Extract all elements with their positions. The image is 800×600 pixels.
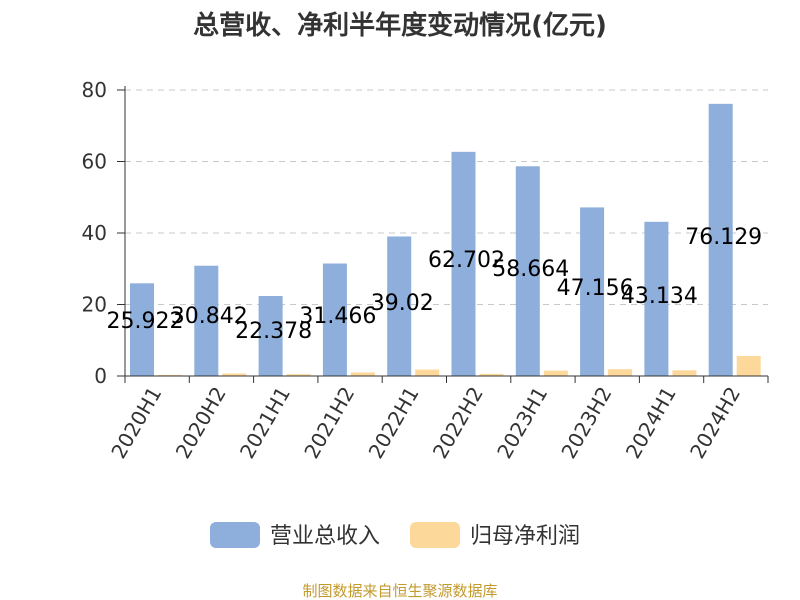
profit-bar-2022H1 bbox=[415, 369, 440, 376]
data-label-2022H1: 39.02 bbox=[371, 291, 434, 316]
data-label-2020H1: 25.922 bbox=[107, 309, 184, 334]
y-axis: 0 20 40 60 80 bbox=[82, 78, 126, 388]
y-tick-label: 0 bbox=[94, 364, 107, 388]
data-label-2023H2: 47.156 bbox=[557, 276, 634, 301]
legend-label-0: 营业总收入 bbox=[270, 524, 380, 549]
profit-bar-2023H1 bbox=[543, 370, 568, 376]
x-tick-label: 2023H1 bbox=[492, 383, 552, 463]
x-tick-label: 2024H2 bbox=[685, 383, 745, 463]
legend: 营业总收入 归母净利润 bbox=[210, 522, 580, 549]
x-axis: 2020H1 2020H2 2021H1 2021H2 2022H1 2022H2 2023… bbox=[106, 375, 769, 463]
revenue-bar-2023H1 bbox=[515, 166, 540, 376]
data-label-2023H1: 58.664 bbox=[492, 257, 569, 282]
x-tick-label: 2020H2 bbox=[171, 383, 231, 463]
revenue-bar-2024H2 bbox=[708, 103, 733, 377]
y-tick-label: 80 bbox=[82, 78, 107, 102]
data-label-2024H1: 43.134 bbox=[621, 284, 698, 309]
revenue-bar-2022H1 bbox=[387, 236, 412, 376]
data-label-2021H1: 22.378 bbox=[235, 319, 312, 344]
y-tick-label: 60 bbox=[82, 150, 107, 174]
revenue-bar-2023H2 bbox=[580, 207, 605, 376]
x-tick-label: 2021H2 bbox=[299, 383, 359, 463]
x-tick-label: 2022H1 bbox=[364, 383, 424, 463]
x-tick-label: 2022H2 bbox=[428, 383, 488, 463]
legend-label-1: 归母净利润 bbox=[470, 524, 580, 549]
y-tick-label: 20 bbox=[82, 293, 107, 317]
x-tick-label: 2020H1 bbox=[106, 383, 166, 463]
profit-bar-2024H2 bbox=[736, 355, 761, 376]
profit-bar-2020H1 bbox=[158, 374, 182, 376]
x-tick-label: 2024H1 bbox=[621, 383, 681, 463]
bars bbox=[130, 103, 761, 377]
revenue-bar-2021H1 bbox=[258, 295, 283, 376]
chart-title: 总营收、净利半年度变动情况(亿元) bbox=[193, 10, 607, 41]
revenue-bar-2024H1 bbox=[644, 221, 669, 376]
profit-bar-2023H2 bbox=[608, 369, 633, 376]
legend-swatch-0 bbox=[210, 522, 260, 548]
revenue-bar-2020H1 bbox=[130, 283, 154, 376]
revenue-bar-2021H2 bbox=[322, 263, 347, 376]
gridlines bbox=[125, 89, 768, 305]
profit-bar-2021H1 bbox=[286, 374, 311, 376]
profit-bar-2020H2 bbox=[222, 373, 247, 376]
profit-bar-2021H2 bbox=[350, 372, 375, 376]
y-tick-label: 40 bbox=[82, 221, 107, 245]
x-tick-label: 2021H1 bbox=[235, 383, 295, 463]
profit-bar-2022H2 bbox=[479, 373, 504, 376]
data-label-2020H2: 30.842 bbox=[171, 304, 248, 329]
profit-bar-2024H1 bbox=[672, 370, 697, 376]
x-tick-label: 2023H2 bbox=[556, 383, 616, 463]
source-note: 制图数据来自恒生聚源数据库 bbox=[302, 582, 497, 600]
data-label-2024H2: 76.129 bbox=[685, 225, 762, 250]
revenue-bar-2020H2 bbox=[194, 265, 219, 376]
revenue-bar-2022H2 bbox=[451, 151, 476, 376]
data-label-2021H2: 31.466 bbox=[299, 304, 376, 329]
legend-swatch-1 bbox=[410, 522, 460, 548]
data-label-2022H2: 62.702 bbox=[428, 248, 505, 273]
